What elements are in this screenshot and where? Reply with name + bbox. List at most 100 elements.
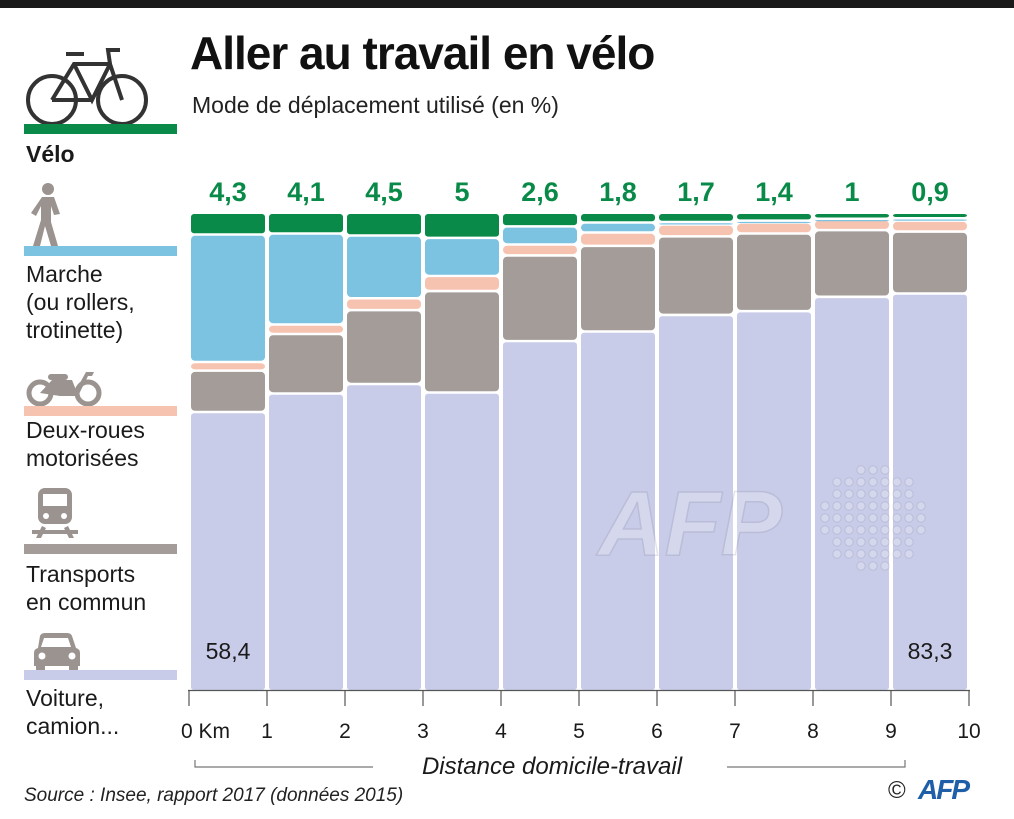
watermark-dot <box>904 549 914 559</box>
watermark-dot <box>868 477 878 487</box>
watermark-dot <box>868 465 878 475</box>
legend-swatch-velo <box>24 124 177 134</box>
x-tick-label-2: 2 <box>339 720 351 743</box>
watermark-dot <box>892 489 902 499</box>
bar-segment-1-2-s4 <box>269 214 343 233</box>
annotation-0-1: 58,4 <box>206 638 251 664</box>
top-label-2-3: 4,5 <box>365 177 403 207</box>
legend-swatch-deux-roues <box>24 406 177 416</box>
legend-label-transports: Transports en commun <box>26 561 147 615</box>
watermark-dot <box>880 489 890 499</box>
bar-segment-5-6-s4 <box>581 214 655 222</box>
bar-segment-1-2-s2 <box>269 325 343 333</box>
watermark-dot <box>844 513 854 523</box>
watermark-dot <box>832 513 842 523</box>
watermark-dot <box>868 501 878 511</box>
watermark-dot <box>820 501 830 511</box>
x-tick-label-8: 8 <box>807 720 819 743</box>
watermark-dot <box>856 465 866 475</box>
bar-segment-4-5-s0 <box>503 342 577 690</box>
watermark-dot <box>844 549 854 559</box>
bar-segment-4-5-s3 <box>503 227 577 244</box>
xlabel-bracket-right <box>727 760 906 768</box>
bar-segment-9-10-s2 <box>893 221 967 231</box>
bar-segment-0-1-s4 <box>191 214 265 234</box>
bar-segment-0-1-s0 <box>191 413 265 690</box>
chart-title: Aller au travail en vélo <box>190 27 655 79</box>
bar-segment-5-6-s1 <box>581 247 655 331</box>
legend: Vélo Marche (ou rollers, trotinette) Deu… <box>20 36 185 756</box>
watermark-dot <box>868 561 878 571</box>
watermark-dot <box>892 477 902 487</box>
bar-segment-1-2-s0 <box>269 394 343 690</box>
legend-swatch-voiture <box>24 670 177 680</box>
x-tick-label-9: 9 <box>885 720 897 743</box>
x-tick-label-1: 1 <box>261 720 273 743</box>
bar-segment-2-3-s0 <box>347 385 421 690</box>
watermark-dot <box>856 549 866 559</box>
bar-segment-0-1-s1 <box>191 371 265 411</box>
watermark-dot <box>844 501 854 511</box>
watermark-dot <box>892 525 902 535</box>
bar-segment-3-4-s4 <box>425 214 499 237</box>
copyright-symbol: © <box>888 777 906 804</box>
bar-segment-7-8-s4 <box>737 214 811 220</box>
bar-segment-4-5-s1 <box>503 256 577 340</box>
watermark-dot <box>868 489 878 499</box>
bar-segment-6-7-s0 <box>659 316 733 690</box>
watermark-dot <box>868 513 878 523</box>
bar-segment-9-10-s4 <box>893 214 967 217</box>
watermark-dot <box>880 561 890 571</box>
watermark-dot <box>880 501 890 511</box>
bar-segment-3-4-s1 <box>425 292 499 392</box>
watermark-dot <box>880 549 890 559</box>
top-label-0-1: 4,3 <box>209 177 247 207</box>
bar-segment-3-4-s3 <box>425 239 499 275</box>
watermark-dot <box>880 465 890 475</box>
bar-segment-7-8-s3 <box>737 221 811 224</box>
watermark-dot <box>916 513 926 523</box>
legend-label-voiture: Voiture, camion... <box>26 685 120 739</box>
watermark-dot <box>844 525 854 535</box>
watermark-dot <box>916 525 926 535</box>
xlabel-bracket-left <box>194 760 373 768</box>
watermark-dot <box>832 549 842 559</box>
watermark-dot <box>820 513 830 523</box>
top-label-8-9: 1 <box>844 177 859 207</box>
watermark-dot <box>880 477 890 487</box>
watermark-dot <box>832 477 842 487</box>
x-tick-label-6: 6 <box>651 720 663 743</box>
watermark-dot <box>868 525 878 535</box>
bar-segment-6-7-s4 <box>659 214 733 221</box>
top-label-5-6: 1,8 <box>599 177 637 207</box>
legend-swatch-transports <box>24 544 177 554</box>
top-label-9-10: 0,9 <box>911 177 949 207</box>
x-tick-label-3: 3 <box>417 720 429 743</box>
watermark-dot <box>868 537 878 547</box>
watermark-dot <box>856 501 866 511</box>
bar-segment-0-1-s2 <box>191 363 265 370</box>
watermark-dot <box>856 561 866 571</box>
scooter-icon <box>26 372 102 406</box>
legend-label-deux-roues: Deux-roues motorisées <box>26 417 145 471</box>
watermark-dot <box>844 537 854 547</box>
watermark: AFP <box>595 465 926 576</box>
bar-segment-2-3-s4 <box>347 214 421 235</box>
x-tick-label-7: 7 <box>729 720 741 743</box>
bar-segment-2-3-s1 <box>347 311 421 383</box>
watermark-dot <box>856 489 866 499</box>
watermark-dot <box>868 549 878 559</box>
bar-segment-8-9-s3 <box>815 220 889 222</box>
top-label-4-5: 2,6 <box>521 177 559 207</box>
watermark-dot <box>904 489 914 499</box>
afp-logo: AFP <box>918 774 970 805</box>
source-note: Source : Insee, rapport 2017 (données 20… <box>24 785 404 806</box>
watermark-dot <box>880 537 890 547</box>
watermark-dot <box>856 525 866 535</box>
bar-segment-3-4-s2 <box>425 277 499 290</box>
watermark-dot <box>832 525 842 535</box>
watermark-dot <box>844 489 854 499</box>
bar-segment-9-10-s0 <box>893 294 967 690</box>
legend-label-velo: Vélo <box>26 141 75 167</box>
